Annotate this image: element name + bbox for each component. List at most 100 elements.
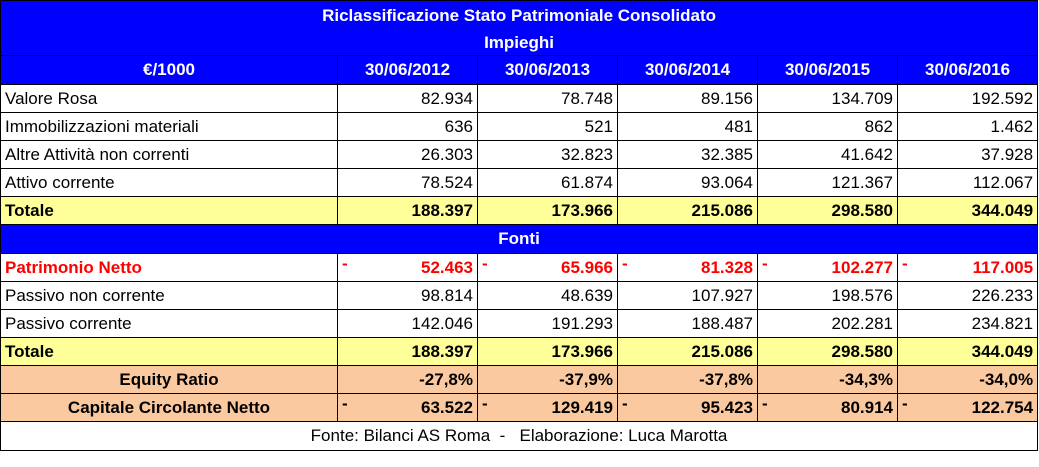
year-header: 30/06/2014 (617, 55, 758, 85)
cell-value: 173.966 (477, 337, 618, 366)
cell-value: 112.067 (896, 168, 1039, 197)
cell-value: 98.814 (337, 281, 478, 310)
minus-sign: - (342, 254, 348, 274)
cell-value: -81.328 (617, 253, 758, 282)
table-title: Riclassificazione Stato Patrimoniale Con… (0, 0, 1039, 30)
row-label: Altre Attività non correnti (0, 140, 338, 169)
cell-value: 142.046 (337, 309, 478, 338)
cell-value: -37,8% (617, 365, 758, 394)
cell-value: 134.709 (757, 84, 898, 113)
year-header: 30/06/2013 (477, 55, 618, 85)
cell-value: 298.580 (757, 196, 898, 225)
cell-value: -102.277 (757, 253, 898, 282)
totale-impieghi-row: Totale 188.397 173.966 215.086 298.580 3… (0, 196, 1039, 225)
title-row: Riclassificazione Stato Patrimoniale Con… (0, 0, 1039, 30)
cell-value: 78.524 (337, 168, 478, 197)
patrimonio-netto-row: Patrimonio Netto -52.463 -65.966 -81.328… (0, 253, 1039, 282)
cell-value: 41.642 (757, 140, 898, 169)
cell-value: 61.874 (477, 168, 618, 197)
minus-sign: - (482, 394, 488, 414)
table-row: Attivo corrente 78.524 61.874 93.064 121… (0, 168, 1039, 197)
row-label: Passivo non corrente (0, 281, 338, 310)
column-header-row: €/1000 30/06/2012 30/06/2013 30/06/2014 … (0, 55, 1039, 85)
minus-sign: - (762, 394, 768, 414)
row-label: Totale (0, 196, 338, 225)
table-row: Passivo non corrente 98.814 48.639 107.9… (0, 281, 1039, 310)
minus-sign: - (482, 254, 488, 274)
cell-value: 173.966 (477, 196, 618, 225)
row-label: Immobilizzazioni materiali (0, 112, 338, 141)
unit-header: €/1000 (0, 55, 338, 85)
cell-value: 234.821 (896, 309, 1039, 338)
row-label: Equity Ratio (0, 365, 338, 394)
section-title-impieghi: Impieghi (0, 30, 1039, 56)
cell-value: 32.385 (617, 140, 758, 169)
fonti-header-row: Fonti (0, 224, 1039, 254)
cell-value: 107.927 (617, 281, 758, 310)
cell-value: 226.233 (896, 281, 1039, 310)
cell-value: -95.423 (617, 393, 758, 422)
cell-value: 215.086 (617, 196, 758, 225)
equity-ratio-row: Equity Ratio -27,8% -37,9% -37,8% -34,3%… (0, 365, 1039, 394)
cell-value: 298.580 (757, 337, 898, 366)
table-row: Altre Attività non correnti 26.303 32.82… (0, 140, 1039, 169)
cell-value: 188.397 (337, 337, 478, 366)
minus-sign: - (902, 254, 908, 274)
table-row: Immobilizzazioni materiali 636 521 481 8… (0, 112, 1039, 141)
row-label: Capitale Circolante Netto (0, 393, 338, 422)
balance-sheet-table: Riclassificazione Stato Patrimoniale Con… (0, 0, 1039, 451)
row-label: Patrimonio Netto (0, 253, 338, 282)
minus-sign: - (622, 394, 628, 414)
section-title-fonti: Fonti (0, 224, 1039, 254)
cell-value: -34,0% (896, 365, 1039, 394)
cell-value: 198.576 (757, 281, 898, 310)
cell-value: 48.639 (477, 281, 618, 310)
minus-sign: - (622, 254, 628, 274)
cell-value: 78.748 (477, 84, 618, 113)
cell-value: -129.419 (477, 393, 618, 422)
cell-value: -37,9% (477, 365, 618, 394)
row-label: Valore Rosa (0, 84, 338, 113)
row-label: Totale (0, 337, 338, 366)
cell-value: -34,3% (757, 365, 898, 394)
cell-value: 32.823 (477, 140, 618, 169)
cell-value: 26.303 (337, 140, 478, 169)
minus-sign: - (902, 394, 908, 414)
row-label: Passivo corrente (0, 309, 338, 338)
cell-value: 188.397 (337, 196, 478, 225)
cell-value: -52.463 (337, 253, 478, 282)
totale-fonti-row: Totale 188.397 173.966 215.086 298.580 3… (0, 337, 1039, 366)
cell-value: 89.156 (617, 84, 758, 113)
cell-value: 188.487 (617, 309, 758, 338)
cell-value: -65.966 (477, 253, 618, 282)
cell-value: 862 (757, 112, 898, 141)
cell-value: 521 (477, 112, 618, 141)
cell-value: 82.934 (337, 84, 478, 113)
cell-value: -80.914 (757, 393, 898, 422)
minus-sign: - (342, 394, 348, 414)
cell-value: -122.754 (896, 393, 1039, 422)
impieghi-header-row: Impieghi (0, 30, 1039, 56)
cell-value: 344.049 (896, 196, 1039, 225)
cell-value: 191.293 (477, 309, 618, 338)
cell-value: 93.064 (617, 168, 758, 197)
cell-value: 215.086 (617, 337, 758, 366)
minus-sign: - (762, 254, 768, 274)
year-header: 30/06/2016 (896, 55, 1039, 85)
cell-value: -27,8% (337, 365, 478, 394)
cell-value: 202.281 (757, 309, 898, 338)
cell-value: 121.367 (757, 168, 898, 197)
cell-value: 37.928 (896, 140, 1039, 169)
cell-value: -63.522 (337, 393, 478, 422)
table-row: Passivo corrente 142.046 191.293 188.487… (0, 309, 1039, 338)
table-row: Valore Rosa 82.934 78.748 89.156 134.709… (0, 84, 1039, 113)
ccn-row: Capitale Circolante Netto -63.522 -129.4… (0, 393, 1039, 422)
cell-value: 344.049 (896, 337, 1039, 366)
cell-value: 192.592 (896, 84, 1039, 113)
cell-value: 636 (337, 112, 478, 141)
cell-value: 481 (617, 112, 758, 141)
cell-value: -117.005 (896, 253, 1039, 282)
cell-value: 1.462 (896, 112, 1039, 141)
footer-row: Fonte: Bilanci AS Roma - Elaborazione: L… (0, 421, 1039, 451)
row-label: Attivo corrente (0, 168, 338, 197)
